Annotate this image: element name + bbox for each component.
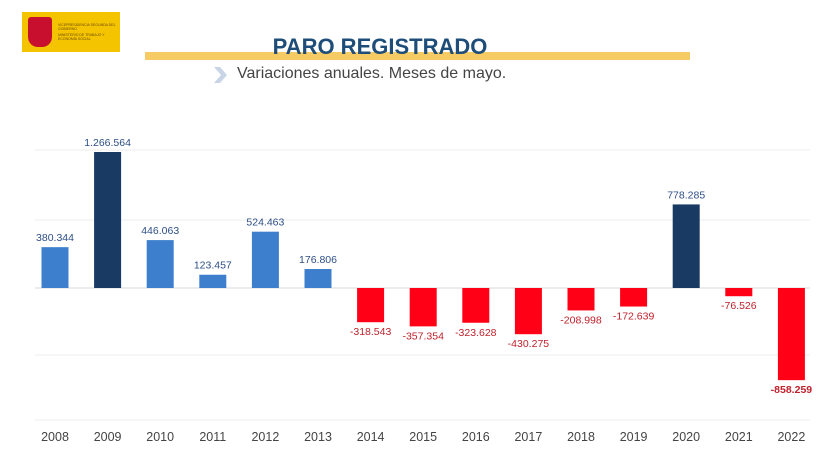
data-label-2010: 446.063 (141, 225, 179, 237)
bar-2008 (41, 247, 69, 288)
x-tick-label-2015: 2015 (409, 430, 437, 444)
x-tick-label-2009: 2009 (94, 430, 122, 444)
x-tick-label-2011: 2011 (199, 430, 226, 444)
bar-2017 (514, 288, 542, 335)
bar-2013 (304, 269, 332, 288)
coat-of-arms-icon (28, 17, 52, 47)
page-title: PARO REGISTRADO (272, 34, 488, 59)
data-label-2019: -172.639 (613, 311, 655, 323)
bar-2014 (357, 288, 385, 323)
bar-2019 (620, 288, 648, 307)
x-tick-label-2017: 2017 (514, 430, 542, 444)
logo-line-1: VICEPRESIDENCIA SEGUNDA DEL GOBIERNO (58, 23, 116, 31)
government-logo: VICEPRESIDENCIA SEGUNDA DEL GOBIERNO MIN… (22, 12, 120, 52)
data-label-2009: 1.266.564 (84, 137, 131, 149)
x-tick-label-2022: 2022 (777, 430, 805, 444)
x-tick-label-2016: 2016 (462, 430, 490, 444)
logo-text: VICEPRESIDENCIA SEGUNDA DEL GOBIERNO MIN… (58, 21, 116, 43)
data-label-2013: 176.806 (299, 254, 337, 266)
data-label-2020: 778.285 (667, 189, 705, 201)
x-tick-label-2013: 2013 (304, 430, 332, 444)
bar-2015 (409, 288, 437, 327)
data-label-2017: -430.275 (508, 338, 550, 350)
bar-2022 (777, 288, 805, 381)
bar-2010 (146, 240, 174, 288)
x-tick-label-2010: 2010 (146, 430, 174, 444)
x-tick-label-2018: 2018 (567, 430, 595, 444)
bar-2016 (462, 288, 490, 323)
data-label-2014: -318.543 (350, 326, 392, 338)
x-tick-label-2012: 2012 (251, 430, 279, 444)
bar-2012 (251, 231, 279, 288)
x-tick-label-2019: 2019 (620, 430, 648, 444)
bar-2021 (725, 288, 753, 297)
data-label-2008: 380.344 (36, 232, 74, 244)
x-tick-label-2008: 2008 (41, 430, 69, 444)
logo-line-2: MINISTERIO DE TRABAJO Y ECONOMÍA SOCIAL (58, 33, 105, 41)
page-subtitle: Variaciones anuales. Meses de mayo. (237, 65, 507, 82)
bar-2018 (567, 288, 595, 311)
title-underline (145, 52, 690, 60)
data-label-2016: -323.628 (455, 327, 497, 339)
bar-2009 (94, 152, 122, 288)
data-label-2018: -208.998 (560, 314, 602, 326)
x-tick-label-2020: 2020 (672, 430, 700, 444)
chevron-right-icon (214, 67, 227, 83)
x-tick-label-2014: 2014 (357, 430, 385, 444)
bar-2020 (672, 204, 700, 288)
x-tick-label-2021: 2021 (725, 430, 753, 444)
data-label-2022: -858.259 (771, 384, 813, 396)
data-label-2012: 524.463 (246, 217, 284, 229)
data-label-2011: 123.457 (194, 260, 232, 272)
data-label-2015: -357.354 (402, 330, 444, 342)
bar-2011 (199, 274, 227, 288)
data-label-2021: -76.526 (721, 300, 757, 312)
